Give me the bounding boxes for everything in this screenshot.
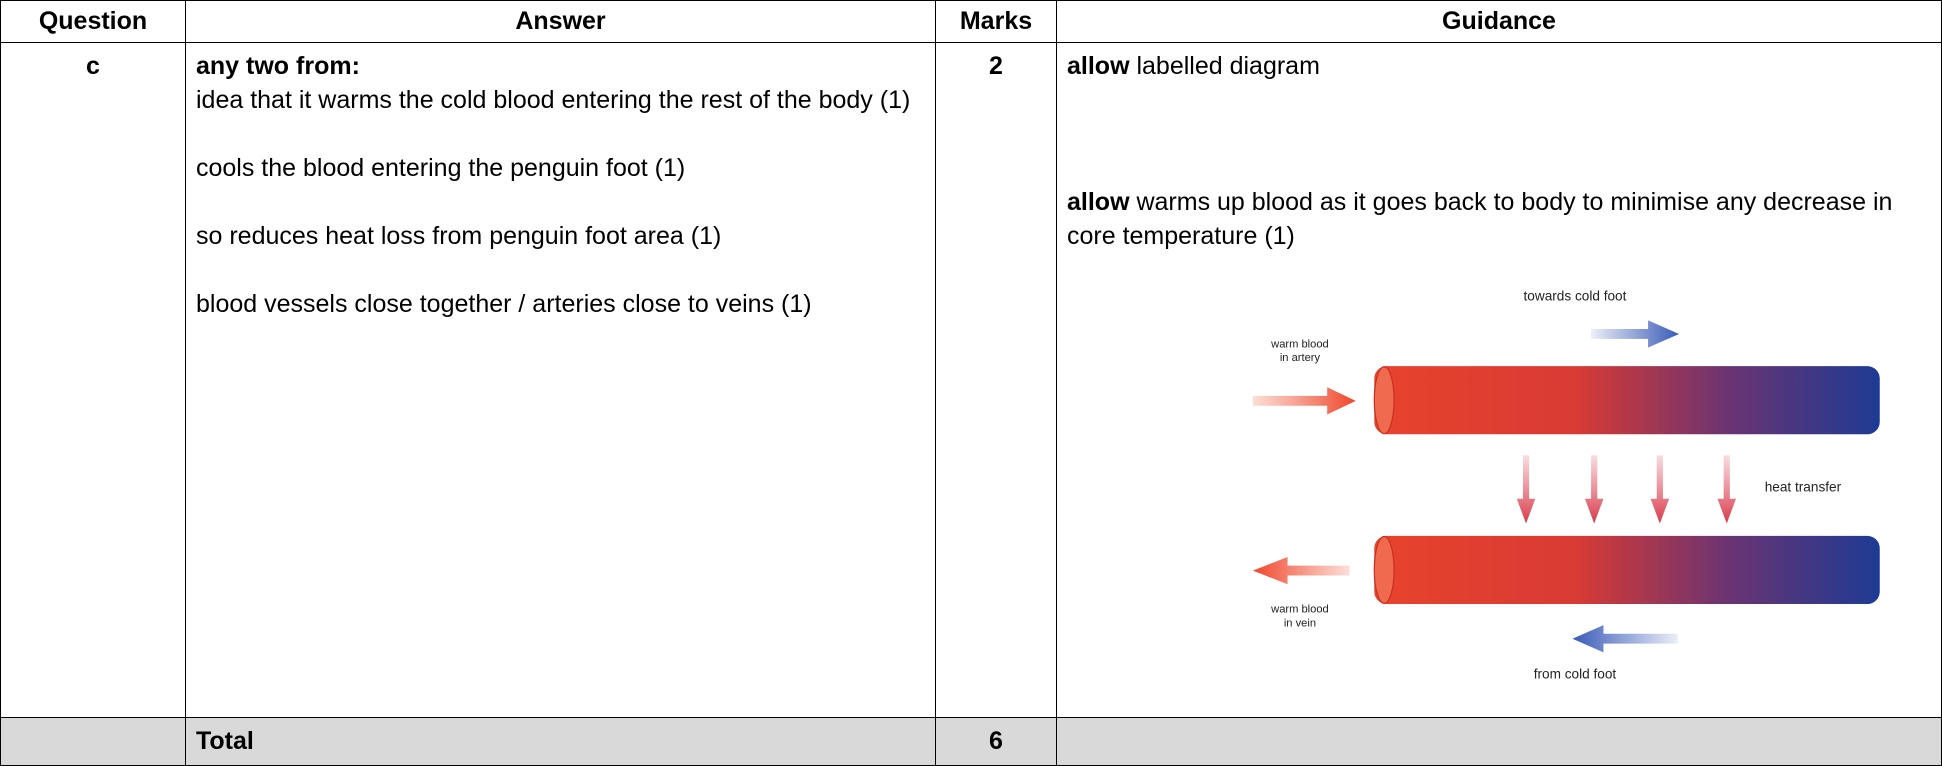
total-row: Total 6 xyxy=(0,717,1942,766)
guidance-item: allow warms up blood as it goes back to … xyxy=(1067,185,1931,253)
answer-point: so reduces heat loss from penguin foot a… xyxy=(196,222,722,250)
total-cell xyxy=(0,717,186,766)
header-cell: Marks xyxy=(935,0,1057,43)
question-cell: c xyxy=(0,42,186,718)
header-cell: Question xyxy=(0,0,186,43)
tubes xyxy=(1373,366,1880,605)
answer-point: blood vessels close together / arteries … xyxy=(196,290,812,318)
header-row: Question Answer Marks Guidance xyxy=(0,0,1942,43)
header-cell: Guidance xyxy=(1056,0,1942,43)
answer-row: c any two from: idea that it warms the c… xyxy=(0,42,1942,718)
guidance-item: allow labelled diagram xyxy=(1067,49,1931,83)
keyword: allow xyxy=(1067,52,1130,80)
total-label: Total xyxy=(185,717,936,766)
guidance-text: warms up blood as it goes back to body t… xyxy=(1067,188,1893,250)
diagram-label: from cold foot xyxy=(1534,666,1617,681)
marks-cell: 2 xyxy=(935,42,1057,718)
diagram-label: heat transfer xyxy=(1765,479,1842,494)
total-cell xyxy=(1056,717,1942,766)
total-marks: 6 xyxy=(935,717,1057,766)
header-cell: Answer xyxy=(185,0,936,43)
diagram-label: towards cold foot xyxy=(1524,288,1627,303)
arrows xyxy=(1252,320,1737,653)
diagram-label: warm blood xyxy=(1270,339,1329,351)
guidance-text: labelled diagram xyxy=(1136,52,1320,80)
countercurrent-diagram: towards cold foot warm blood in artery h… xyxy=(1252,288,1880,681)
answer-point: idea that it warms the cold blood enteri… xyxy=(196,86,911,114)
answer-heading: any two from: xyxy=(196,52,360,80)
diagram-label: in artery xyxy=(1280,352,1321,364)
answer-point: cools the blood entering the penguin foo… xyxy=(196,154,686,182)
diagram-label: in vein xyxy=(1284,617,1316,629)
answer-cell: any two from: idea that it warms the col… xyxy=(185,42,936,718)
keyword: allow xyxy=(1067,188,1130,216)
diagram-label: warm blood xyxy=(1270,604,1329,616)
